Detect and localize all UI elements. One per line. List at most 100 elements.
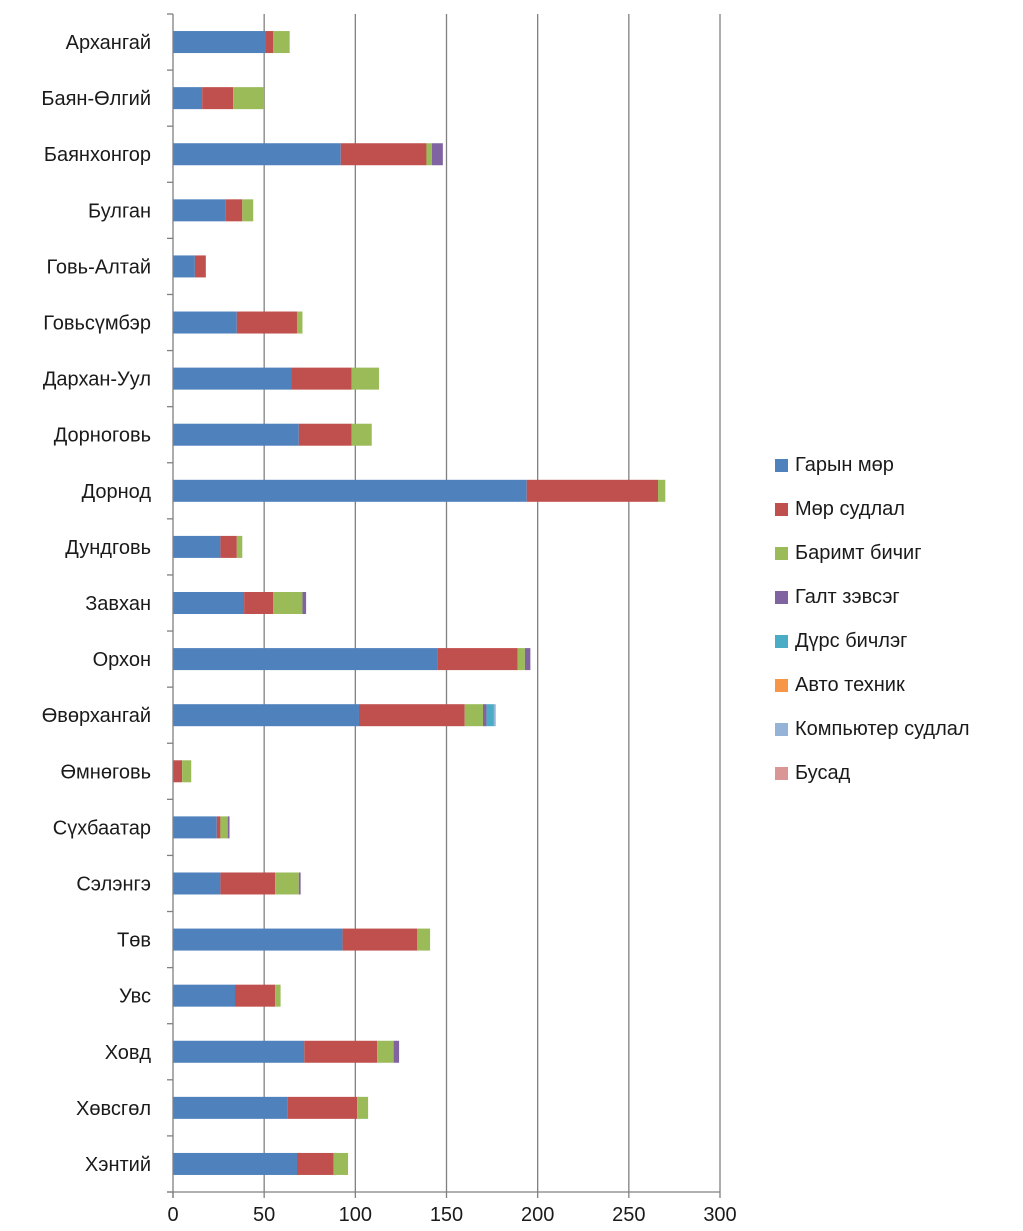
bar-segment — [393, 1040, 400, 1063]
bar-segment — [173, 143, 341, 166]
legend-swatch — [775, 546, 788, 560]
bar-segment — [296, 311, 303, 334]
bar-segment — [358, 704, 465, 727]
bar-segment — [486, 704, 494, 727]
bar-segment — [236, 311, 297, 334]
category-label: Говьсүмбэр — [43, 313, 151, 335]
bar-segment — [173, 760, 183, 783]
legend-swatch — [775, 722, 788, 736]
category-label: Булган — [88, 200, 151, 222]
category-label: Архангай — [66, 32, 151, 54]
legend-swatch — [775, 590, 788, 604]
x-tick-label: 0 — [167, 1204, 178, 1226]
legend-item: Гарын мөр — [775, 443, 970, 487]
bar-segment — [182, 760, 192, 783]
bar-segment — [273, 592, 303, 614]
bar-segment — [417, 928, 431, 951]
legend-swatch — [775, 458, 788, 472]
bar-segment — [524, 648, 531, 671]
category-label: Дорноговь — [54, 425, 151, 447]
x-tick-label: 150 — [430, 1204, 463, 1226]
bar-segment — [340, 143, 427, 166]
bar-segment — [173, 87, 203, 110]
legend-label: Дүрс бичлэг — [795, 629, 908, 652]
legend-item: Дүрс бичлэг — [775, 619, 970, 663]
bar-segment — [517, 648, 525, 671]
bar-segment — [296, 1152, 334, 1175]
legend-item: Мөр судлал — [775, 487, 970, 531]
bar-segment — [173, 592, 245, 614]
category-label: Хэнтий — [85, 1154, 151, 1176]
category-label: Баян-Өлгий — [41, 88, 151, 110]
bar-segment — [173, 648, 438, 671]
bar-segment — [333, 1152, 349, 1175]
legend-label: Мөр судлал — [795, 497, 905, 520]
bar-segment — [173, 367, 292, 390]
legend-item: Галт зэвсэг — [775, 575, 970, 619]
bar-segment — [173, 872, 221, 895]
legend: Гарын мөр Мөр судлал Баримт бичиг Галт зэвс… — [775, 443, 970, 795]
bar-segment — [357, 1096, 369, 1119]
bar-segment — [275, 984, 281, 1007]
category-label: Сүхбаатар — [53, 817, 151, 839]
bar-segment — [287, 1096, 358, 1119]
bar-segment — [227, 816, 230, 839]
axes — [167, 13, 721, 1198]
x-tick-labels: 0 50 100 150 200 250 300 — [167, 1204, 736, 1226]
category-label: Сэлэнгэ — [76, 873, 151, 895]
bar-segment — [236, 535, 243, 558]
bar-segment — [464, 704, 483, 727]
bar-segment — [298, 872, 301, 895]
bar-segment — [173, 255, 195, 278]
bar-segment — [220, 816, 228, 839]
bar-segment — [173, 816, 217, 839]
bars — [173, 31, 666, 1175]
legend-item: Авто техник — [775, 663, 970, 707]
bar-segment — [194, 255, 206, 278]
bar-segment — [216, 816, 221, 839]
bar-segment — [220, 872, 276, 895]
bar-segment — [173, 1152, 297, 1175]
bar-segment — [298, 423, 352, 446]
category-label: Ховд — [105, 1042, 152, 1064]
legend-label: Галт зэвсэг — [795, 585, 900, 608]
bar-segment — [431, 143, 443, 166]
bar-segment — [202, 87, 234, 110]
legend-label: Баримт бичиг — [795, 541, 922, 564]
bar-segment — [173, 31, 266, 54]
legend-item: Баримт бичиг — [775, 531, 970, 575]
x-tick-label: 100 — [339, 1204, 372, 1226]
category-label: Өмнөговь — [61, 761, 152, 783]
bar-segment — [173, 311, 237, 334]
x-tick-label: 250 — [612, 1204, 645, 1226]
category-labels: Архангай Баян-Өлгий Баянхонгор Булган Говь-А… — [41, 32, 151, 1176]
gridlines — [263, 14, 721, 1192]
bar-segment — [244, 592, 274, 614]
category-label: Хөвсгөл — [76, 1098, 151, 1120]
bar-segment — [351, 423, 372, 446]
category-label: Төв — [117, 930, 151, 952]
bar-segment — [234, 984, 276, 1007]
bar-segment — [304, 1040, 378, 1063]
category-label: Завхан — [85, 593, 151, 615]
bar-segment — [173, 535, 221, 558]
bar-segment — [351, 367, 380, 390]
bar-segment — [658, 479, 666, 502]
legend-swatch — [775, 678, 788, 692]
bar-segment — [342, 928, 418, 951]
bar-segment — [173, 199, 226, 222]
legend-label: Компьютер судлал — [795, 717, 970, 740]
bar-segment — [377, 1040, 394, 1063]
legend-swatch — [775, 766, 788, 780]
x-tick-label: 300 — [703, 1204, 736, 1226]
bar-segment — [265, 31, 274, 54]
category-label: Баянхонгор — [44, 144, 151, 166]
legend-swatch — [775, 634, 788, 648]
bar-segment — [173, 704, 359, 727]
legend-swatch — [775, 502, 788, 516]
category-label: Дархан-Уул — [43, 369, 151, 391]
x-tick-label: 50 — [253, 1204, 275, 1226]
category-label: Увс — [119, 986, 151, 1008]
bar-segment — [482, 704, 487, 727]
